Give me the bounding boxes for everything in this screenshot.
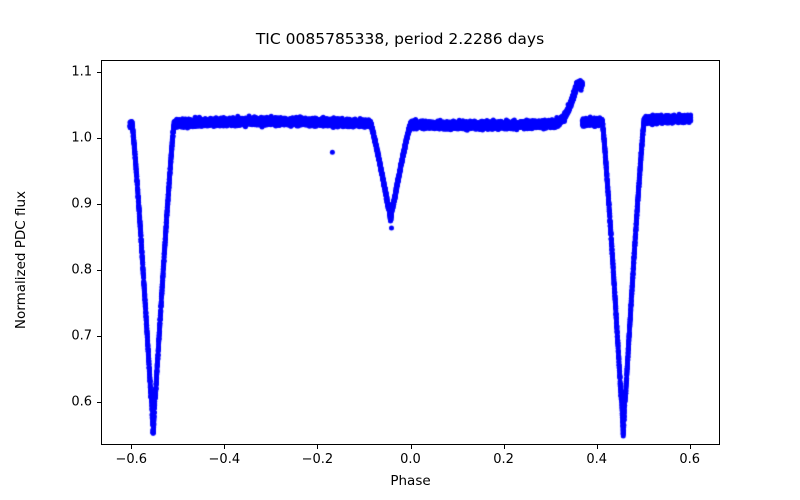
- x-axis-tick-mark: [503, 445, 505, 449]
- y-axis-tick-mark: [97, 71, 101, 73]
- x-axis-tick-mark: [224, 445, 226, 449]
- y-axis-tick-label: 1.0: [71, 130, 92, 146]
- y-axis-tick-mark: [97, 203, 101, 205]
- y-axis-tick-mark: [97, 270, 101, 271]
- x-axis-tick-mark: [596, 445, 598, 449]
- x-axis-tick-label: 0.4: [586, 452, 607, 467]
- x-axis-tick-mark: [131, 445, 133, 449]
- y-axis-tick-label: 1.1: [71, 64, 92, 80]
- y-axis-tick-mark: [97, 137, 101, 139]
- y-axis-tick-label: 0.9: [71, 196, 92, 212]
- y-axis-tick-label: 0.7: [71, 328, 92, 344]
- chart-title: TIC 0085785338, period 2.2286 days: [255, 30, 545, 48]
- x-axis-tick-mark: [410, 445, 412, 449]
- plot-area: [101, 60, 720, 445]
- y-axis-tick-label: 0.6: [71, 394, 92, 410]
- x-axis-tick-label: 0.6: [679, 452, 701, 467]
- light-curve-scatter: [102, 61, 719, 444]
- y-axis-tick-mark: [97, 336, 101, 338]
- x-axis-tick-label: −0.2: [301, 452, 334, 467]
- y-axis-tick-mark: [97, 402, 101, 404]
- x-axis-tick-mark: [689, 445, 691, 449]
- x-axis-tick-label: 0.2: [493, 452, 514, 467]
- x-axis-label: Phase: [390, 473, 431, 489]
- y-axis-label: Normalized PDC flux: [13, 190, 29, 330]
- x-axis-tick-mark: [317, 445, 319, 449]
- x-axis-tick-label: −0.4: [208, 452, 241, 467]
- x-axis-tick-label: 0.0: [400, 452, 421, 467]
- y-axis-tick-label: 0.8: [71, 262, 92, 278]
- x-axis-tick-label: −0.6: [115, 452, 148, 467]
